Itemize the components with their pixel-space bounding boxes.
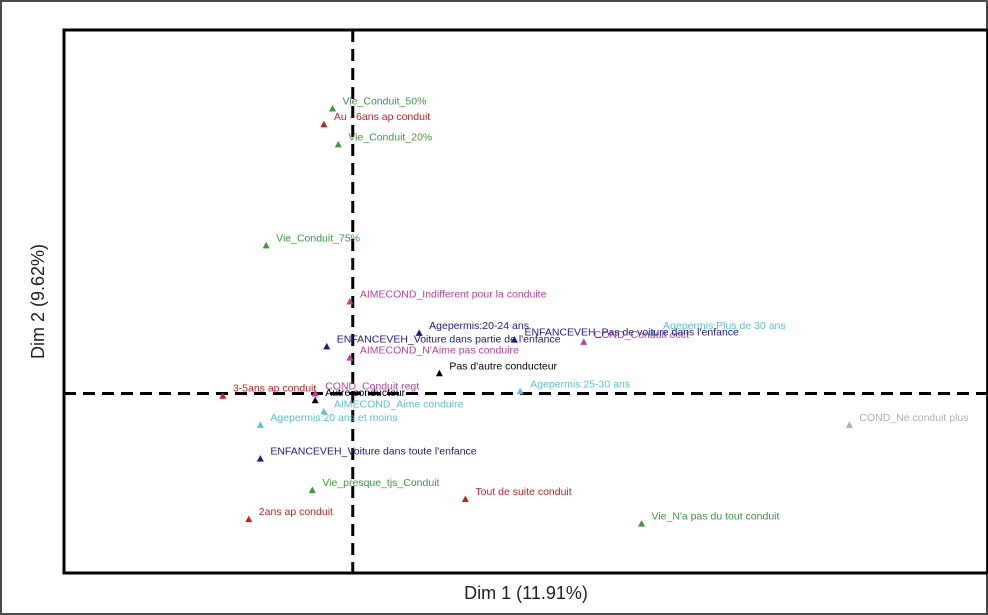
point-marker bbox=[311, 396, 319, 404]
point-marker bbox=[256, 455, 264, 462]
point-marker bbox=[311, 389, 319, 397]
point-label: 3-5ans ap conduit bbox=[233, 383, 317, 395]
point-marker bbox=[323, 342, 331, 350]
point-label: ENFANCEVEH_Pas de voiture dans l'enfance bbox=[524, 327, 739, 339]
point-marker bbox=[461, 495, 469, 502]
point-label: Vie_Conduit_75% bbox=[276, 232, 360, 244]
point-marker bbox=[329, 105, 337, 112]
point-label: COND_Ne conduit plus bbox=[859, 412, 968, 424]
point-marker bbox=[415, 329, 423, 336]
y-axis-title: Dim 2 (9.62%) bbox=[28, 244, 48, 359]
point-marker bbox=[262, 241, 270, 249]
point-label: AIMECOND_Aime conduire bbox=[334, 398, 464, 410]
point-label: Vie_N'a pas du tout conduit bbox=[652, 511, 780, 523]
point-label: Agepermis:Plus de 30 ans bbox=[663, 320, 786, 332]
data-points: Vie_Conduit_50% Au - 6ans ap conduit Vie_C… bbox=[219, 96, 969, 527]
point-marker bbox=[334, 140, 342, 148]
point-label: Pas d'autre conducteur bbox=[449, 360, 557, 372]
point-marker bbox=[435, 369, 443, 377]
point-marker bbox=[649, 329, 657, 336]
point-marker bbox=[845, 421, 853, 428]
point-label: AIMECOND_N'Aime pas conduire bbox=[360, 345, 519, 357]
point-label: AIMECOND_Indifferent pour la conduite bbox=[360, 289, 547, 301]
point-marker bbox=[510, 336, 518, 343]
point-label: Agepermis:20 ans et moins bbox=[270, 412, 397, 424]
point-label: Au - 6ans ap conduit bbox=[334, 111, 430, 123]
point-marker bbox=[346, 354, 354, 361]
point-marker bbox=[320, 407, 328, 415]
point-label: Agepermis:25-30 ans bbox=[530, 378, 630, 390]
point-marker bbox=[320, 120, 328, 128]
point-label: Vie_Conduit_50% bbox=[343, 96, 427, 108]
point-marker bbox=[638, 520, 645, 527]
point-marker bbox=[308, 486, 316, 493]
point-label: Agepermis:20-24 ans bbox=[429, 320, 529, 332]
point-label: COND_Conduit regt bbox=[325, 380, 419, 392]
point-marker bbox=[516, 387, 524, 395]
point-marker bbox=[245, 515, 253, 523]
point-marker bbox=[346, 298, 354, 305]
point-label: Autre conducteur bbox=[325, 387, 405, 399]
point-label: ENFANCEVEH_Voiture dans partie de l'enfa… bbox=[337, 333, 561, 345]
point-marker bbox=[256, 421, 264, 428]
point-label: Vie_presque_tjs_Conduit bbox=[322, 477, 439, 489]
point-label: COND_Conduit occt bbox=[594, 329, 689, 341]
point-label: 2ans ap conduit bbox=[259, 506, 333, 518]
point-label: Tout de suite conduit bbox=[475, 486, 571, 498]
x-axis-title: Dim 1 (11.91%) bbox=[464, 583, 588, 603]
plot-area bbox=[62, 28, 988, 575]
point-label: Vie_Conduit_20% bbox=[348, 131, 432, 143]
point-marker bbox=[580, 338, 588, 345]
point-label: ENFANCEVEH_Voiture dans toute l'enfance bbox=[270, 446, 476, 458]
point-marker bbox=[219, 392, 227, 399]
